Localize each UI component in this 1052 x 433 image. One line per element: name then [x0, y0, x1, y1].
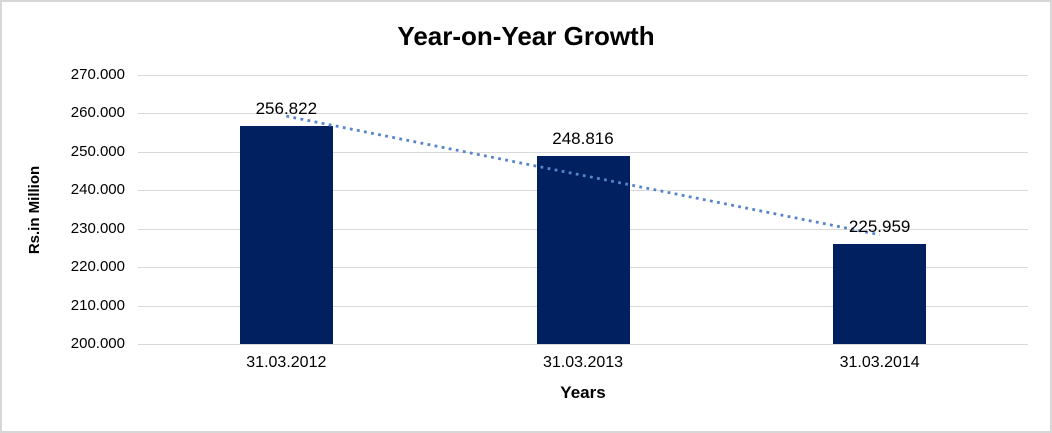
chart-title: Year-on-Year Growth [397, 21, 655, 51]
value-label: 248.816 [552, 129, 614, 149]
gridline [138, 343, 1028, 345]
y-tick-label: 250.000 [70, 142, 125, 160]
y-tick-label: 240.000 [70, 181, 125, 199]
bar-31.03.2012 [239, 125, 333, 344]
y-tick-label: 230.000 [70, 219, 125, 237]
y-tick-label: 200.000 [70, 335, 125, 352]
gridline [138, 112, 1028, 114]
gridline [138, 151, 1028, 153]
y-tick-label: 270.000 [70, 66, 125, 83]
x-tick-label: 31.03.2014 [839, 354, 920, 371]
value-label: 256.822 [255, 98, 318, 118]
plot-area [138, 74, 1028, 345]
bar-31.03.2014 [833, 244, 927, 344]
x-axis-title: Years [560, 383, 606, 402]
x-tick-label: 31.03.2013 [542, 354, 624, 371]
value-label: 225.959 [848, 217, 911, 237]
gridline [138, 74, 1028, 76]
y-axis-title: Rs.in Million [26, 165, 43, 255]
y-tick-label: 260.000 [70, 104, 125, 122]
bar-31.03.2013 [536, 156, 630, 344]
trendline [286, 114, 880, 237]
y-tick-label: 210.000 [70, 296, 125, 314]
y-tick-label: 220.000 [70, 258, 125, 276]
x-tick-label: 31.03.2012 [246, 354, 327, 371]
